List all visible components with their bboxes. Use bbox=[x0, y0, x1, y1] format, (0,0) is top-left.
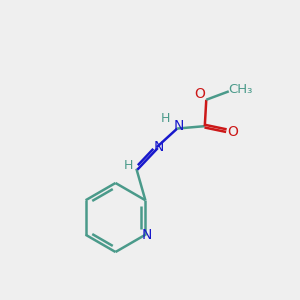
Text: CH₃: CH₃ bbox=[228, 83, 252, 96]
Text: N: N bbox=[173, 119, 184, 133]
Text: H: H bbox=[123, 159, 133, 172]
Text: N: N bbox=[154, 140, 164, 154]
Text: O: O bbox=[227, 125, 239, 139]
Text: N: N bbox=[142, 228, 152, 242]
Text: O: O bbox=[194, 87, 205, 101]
Text: H: H bbox=[161, 112, 170, 125]
